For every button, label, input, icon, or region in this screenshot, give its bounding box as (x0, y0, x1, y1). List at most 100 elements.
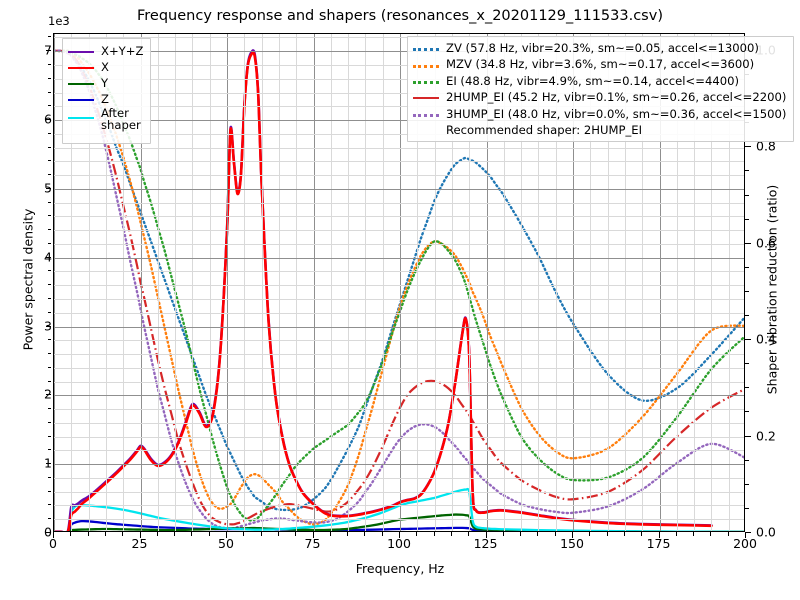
x-tick-mark-minor (727, 532, 729, 536)
y-tick-mark-left-minor (47, 339, 51, 341)
legend-swatch (68, 111, 94, 123)
grid-line-vertical (348, 34, 350, 531)
legend-label: 3HUMP_EI (48.0 Hz, vibr=0.0%, sm~=0.36, … (446, 106, 787, 121)
legend-item-x[interactable]: X (68, 59, 143, 75)
grid-line-horizontal (54, 477, 744, 479)
legend-shapers: ZV (57.8 Hz, vibr=20.3%, sm~=0.05, accel… (407, 36, 795, 143)
y-tick-mark-left-minor (47, 297, 51, 299)
legend-swatch (68, 45, 94, 57)
x-tick-mark-minor (641, 532, 643, 536)
y-tick-mark-right-minor (745, 387, 749, 389)
y-tick-mark-right (745, 435, 751, 437)
x-tick-mark-minor (416, 532, 418, 536)
grid-line-horizontal (54, 120, 744, 122)
y-tick-mark-left-minor (47, 132, 51, 134)
page-title: Frequency response and shapers (resonanc… (137, 8, 663, 24)
grid-line-vertical (728, 34, 730, 531)
legend-item-y[interactable]: Y (68, 75, 143, 91)
y-tick-mark-right-minor (745, 363, 749, 365)
y-tick-mark-left-minor (47, 366, 51, 368)
y-tick-mark-right-minor (745, 266, 749, 268)
y-tick-mark-left-minor (47, 476, 51, 478)
x-axis-label: Frequency, Hz (355, 561, 445, 576)
legend-label: X+Y+Z (101, 43, 144, 58)
grid-line-vertical (382, 34, 384, 531)
y-tick-mark-right (745, 339, 751, 341)
y-tick-mark-right-minor (745, 483, 749, 485)
y-tick-mark-left (45, 325, 51, 327)
x-tick-mark (399, 532, 400, 538)
grid-line-vertical (573, 34, 574, 531)
y-tick-mark-left-minor (47, 353, 51, 355)
y-tick-mark-left-minor (47, 380, 51, 382)
y-tick-mark-left (45, 532, 51, 533)
grid-line-vertical (261, 34, 263, 531)
grid-line-vertical (192, 34, 194, 531)
x-tick-label: 175 (646, 536, 671, 551)
legend-item-zv[interactable]: ZV (57.8 Hz, vibr=20.3%, sm~=0.05, accel… (413, 40, 786, 56)
x-tick-mark-minor (191, 532, 193, 536)
grid-line-vertical (123, 34, 125, 531)
x-tick-label: 0 (49, 536, 57, 551)
legend-swatch (413, 59, 439, 71)
x-tick-mark-minor (710, 532, 712, 536)
x-tick-mark-minor (554, 532, 556, 536)
legend-item-z[interactable]: Z (68, 91, 143, 107)
legend-item-2hump-ei[interactable]: 2HUMP_EI (45.2 Hz, vibr=0.1%, sm~=0.26, … (413, 89, 786, 105)
y-axis-label-left: Power spectral density (20, 208, 36, 351)
legend-swatch (68, 61, 94, 73)
grid-line-vertical (451, 34, 453, 531)
grid-line-horizontal (54, 381, 744, 383)
y-tick-mark-right-minor (745, 459, 749, 461)
y-tick-mark-left-minor (47, 284, 51, 286)
legend-label: ZV (57.8 Hz, vibr=20.3%, sm~=0.05, accel… (446, 41, 759, 55)
y-tick-mark-left-minor (47, 146, 51, 148)
x-tick-label: 125 (473, 536, 498, 551)
x-tick-mark-minor (450, 532, 452, 536)
y-tick-mark-right-minor (745, 315, 749, 317)
grid-line-horizontal (54, 92, 744, 94)
y-tick-label-right: 0.6 (756, 235, 776, 251)
x-tick-mark-minor (468, 532, 470, 536)
y-tick-mark-right (745, 242, 751, 244)
y-tick-mark-left (45, 463, 51, 465)
grid-line-vertical (486, 34, 488, 531)
grid-line-horizontal (54, 354, 744, 356)
x-tick-label: 200 (733, 536, 757, 551)
x-tick-mark-minor (520, 532, 522, 536)
grid-line-horizontal (54, 395, 744, 397)
grid-line-horizontal (54, 106, 744, 108)
y-tick-mark-left-minor (47, 421, 51, 423)
grid-line-horizontal (54, 175, 744, 177)
grid-line-vertical (417, 34, 419, 531)
legend-item-mzv[interactable]: MZV (34.8 Hz, vibr=3.6%, sm~=0.17, accel… (413, 56, 786, 72)
legend-item-ei[interactable]: EI (48.8 Hz, vibr=4.9%, sm~=0.14, accel<… (413, 73, 786, 89)
grid-line-vertical (555, 34, 557, 531)
legend-item-3hump-ei[interactable]: 3HUMP_EI (48.0 Hz, vibr=0.0%, sm~=0.36, … (413, 106, 786, 122)
x-tick-mark-minor (122, 532, 124, 536)
x-tick-label: 25 (131, 536, 148, 551)
legend-swatch (413, 42, 439, 54)
x-tick-mark-minor (70, 532, 72, 536)
grid-line-vertical (434, 34, 436, 531)
legend-item-x-y-z[interactable]: X+Y+Z (68, 43, 143, 59)
x-tick-mark-minor (243, 532, 245, 536)
x-tick-mark-minor (104, 532, 106, 536)
grid-line-vertical (365, 34, 367, 531)
legend-label: shaper (101, 118, 141, 133)
grid-line-vertical (624, 34, 626, 531)
grid-line-horizontal (54, 188, 744, 190)
legend-item-after-shaper[interactable]: After shaper (68, 107, 143, 139)
x-tick-mark-minor (347, 532, 349, 536)
x-tick-mark-minor (381, 532, 383, 536)
grid-line-vertical (140, 34, 142, 531)
x-tick-mark-minor (277, 532, 279, 536)
x-tick-mark-minor (433, 532, 435, 536)
y-tick-mark-left (45, 50, 51, 52)
grid-line-vertical (521, 34, 523, 531)
x-tick-mark (745, 532, 746, 538)
legend-label: EI (48.8 Hz, vibr=4.9%, sm~=0.14, accel<… (446, 73, 739, 88)
x-tick-mark-minor (87, 532, 89, 536)
grid-line-horizontal (54, 271, 744, 273)
